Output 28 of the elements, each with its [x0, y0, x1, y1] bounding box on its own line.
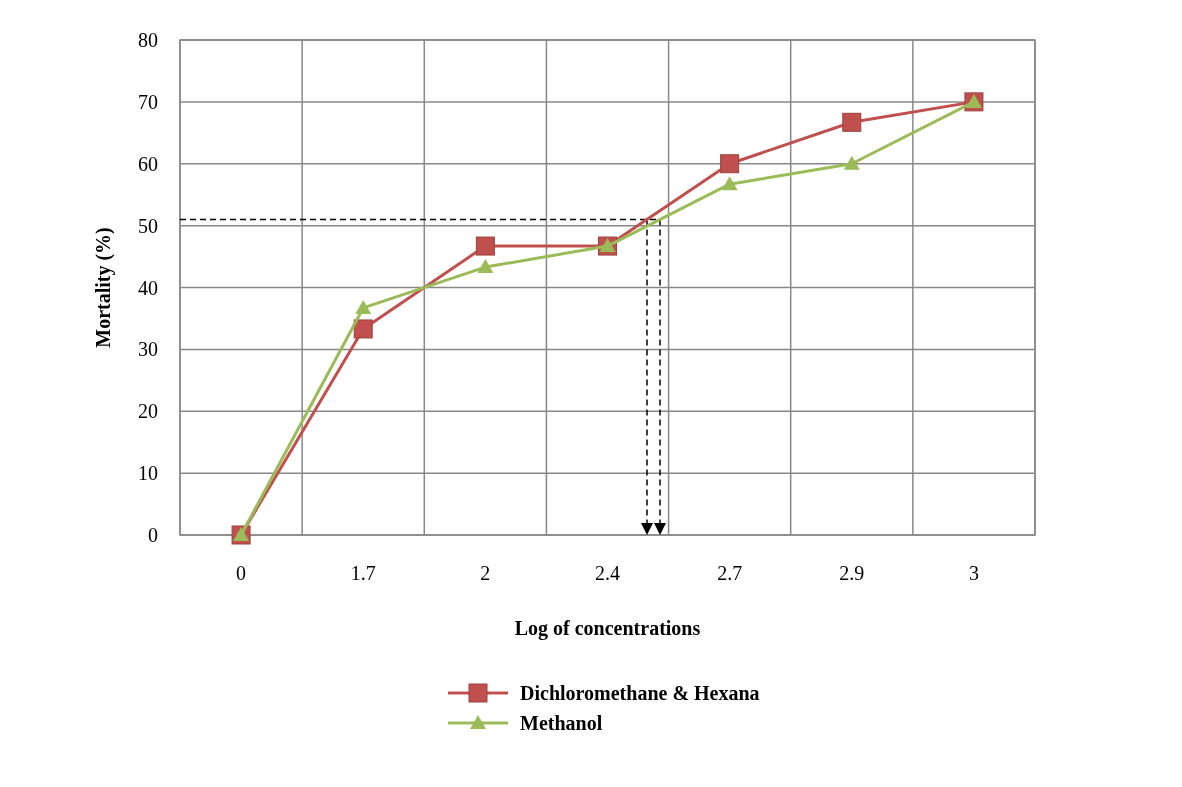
y-axis-title: Mortality (%) — [92, 227, 115, 348]
y-tick-label: 50 — [138, 214, 158, 237]
x-tick-label: 2 — [480, 562, 491, 584]
x-tick-label: 2.9 — [839, 562, 865, 584]
y-tick-label: 0 — [148, 524, 158, 546]
y-tick-label: 40 — [138, 276, 158, 299]
legend-label: Methanol — [520, 712, 603, 734]
y-tick-label: 10 — [138, 462, 158, 485]
point — [720, 154, 740, 174]
point — [843, 155, 860, 170]
x-axis-title: Log of concentrations — [514, 617, 701, 640]
point — [477, 259, 494, 274]
y-tick-label: 30 — [138, 338, 158, 361]
x-tick-label: 0 — [236, 562, 247, 584]
point — [355, 299, 372, 314]
point — [842, 112, 862, 132]
y-tick-label: 60 — [138, 152, 158, 175]
x-tick-label: 2.7 — [717, 562, 743, 584]
point — [475, 236, 495, 256]
y-tick-label: 20 — [138, 400, 158, 423]
x-tick-label: 1.7 — [350, 562, 376, 584]
legend-label: Dichloromethane & Hexana — [520, 682, 760, 704]
y-tick-label: 80 — [138, 29, 158, 51]
point — [721, 176, 738, 191]
point — [353, 319, 373, 339]
y-tick-label: 70 — [138, 90, 158, 113]
x-tick-label: 2.4 — [595, 562, 620, 584]
x-tick-label: 3 — [968, 562, 979, 584]
